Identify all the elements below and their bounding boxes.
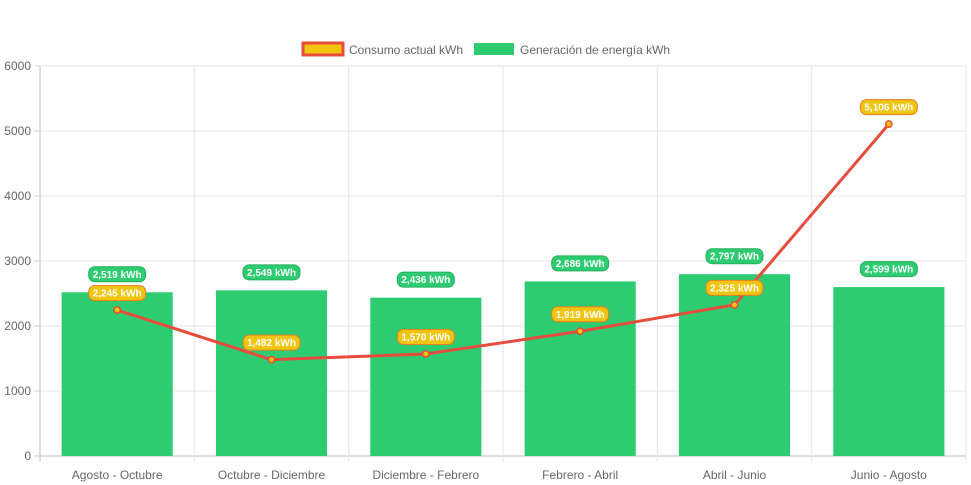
point-consumo[interactable] [576, 327, 585, 336]
data-label-consumo: 1,482 kWh [242, 334, 301, 351]
bar-generacion[interactable] [215, 290, 328, 456]
svg-text:2,686 kWh: 2,686 kWh [556, 259, 605, 270]
y-tick-label: 6000 [4, 59, 31, 73]
y-tick-label: 0 [24, 449, 31, 463]
bar-generacion[interactable] [370, 297, 482, 456]
point-consumo[interactable] [113, 306, 122, 315]
data-label-generacion: 2,686 kWh [551, 255, 610, 272]
line-consumo [116, 123, 890, 362]
data-label-generacion: 2,549 kWh [242, 264, 301, 281]
y-tick-label: 2000 [4, 319, 31, 333]
grid [39, 65, 967, 462]
data-label-generacion: 2,436 kWh [396, 271, 455, 288]
data-label-generacion: 2,797 kWh [705, 248, 764, 265]
legend-item-consumo[interactable]: Consumo actual kWh [301, 41, 463, 57]
data-label-consumo: 5,106 kWh [859, 99, 918, 116]
bar-generacion[interactable] [61, 292, 173, 456]
svg-text:2,549 kWh: 2,549 kWh [247, 268, 296, 279]
svg-text:2,325 kWh: 2,325 kWh [710, 283, 759, 294]
x-tick-label: Octubre - Diciembre [218, 468, 326, 482]
bar-generacion[interactable] [833, 287, 945, 456]
svg-text:1,482 kWh: 1,482 kWh [247, 338, 296, 349]
svg-text:2,436 kWh: 2,436 kWh [401, 275, 450, 286]
svg-text:2,245 kWh: 2,245 kWh [93, 289, 142, 300]
y-tick-label: 1000 [4, 384, 31, 398]
point-consumo[interactable] [267, 355, 276, 364]
data-labels: 2,519 kWh 2,549 kWh 2,436 kWh 2,686 kWh 2,79… [88, 99, 918, 351]
y-tick-label: 4000 [4, 189, 31, 203]
data-label-consumo: 1,570 kWh [396, 328, 455, 345]
svg-text:5,106 kWh: 5,106 kWh [864, 103, 913, 114]
x-tick-label: Febrero - Abril [542, 468, 618, 482]
x-tick-label: Junio - Agosto [851, 468, 927, 482]
legend-label-generacion: Generación de energía kWh [520, 43, 670, 57]
x-tick-label: Agosto - Octubre [72, 468, 163, 482]
legend-swatch-consumo [301, 41, 345, 57]
point-consumo[interactable] [884, 120, 893, 129]
x-tick-label: Diciembre - Febrero [372, 468, 479, 482]
svg-text:2,797 kWh: 2,797 kWh [710, 252, 759, 263]
point-consumo[interactable] [730, 300, 739, 309]
y-tick-label: 5000 [4, 124, 31, 138]
legend-swatch-generacion [474, 43, 514, 55]
x-tick-label: Abril - Junio [703, 468, 767, 482]
legend: Consumo actual kWh Generación de energía… [301, 41, 670, 57]
svg-text:1,570 kWh: 1,570 kWh [401, 332, 450, 343]
data-label-consumo: 2,325 kWh [705, 279, 764, 296]
svg-text:2,599 kWh: 2,599 kWh [864, 265, 913, 276]
data-label-consumo: 2,245 kWh [88, 285, 147, 302]
legend-item-generacion[interactable]: Generación de energía kWh [474, 43, 670, 57]
line-layer [113, 120, 893, 364]
svg-text:2,519 kWh: 2,519 kWh [93, 270, 142, 281]
svg-text:1,919 kWh: 1,919 kWh [556, 310, 605, 321]
y-tick-label: 3000 [4, 254, 31, 268]
data-label-generacion: 2,599 kWh [859, 261, 918, 278]
data-label-consumo: 1,919 kWh [551, 306, 610, 323]
bars [61, 274, 945, 456]
point-consumo[interactable] [421, 350, 430, 358]
axes: 0 1000 2000 3000 4000 5000 6000 Agosto - Octubr… [4, 59, 927, 482]
data-label-generacion: 2,519 kWh [88, 266, 147, 283]
legend-label-consumo: Consumo actual kWh [349, 43, 463, 57]
